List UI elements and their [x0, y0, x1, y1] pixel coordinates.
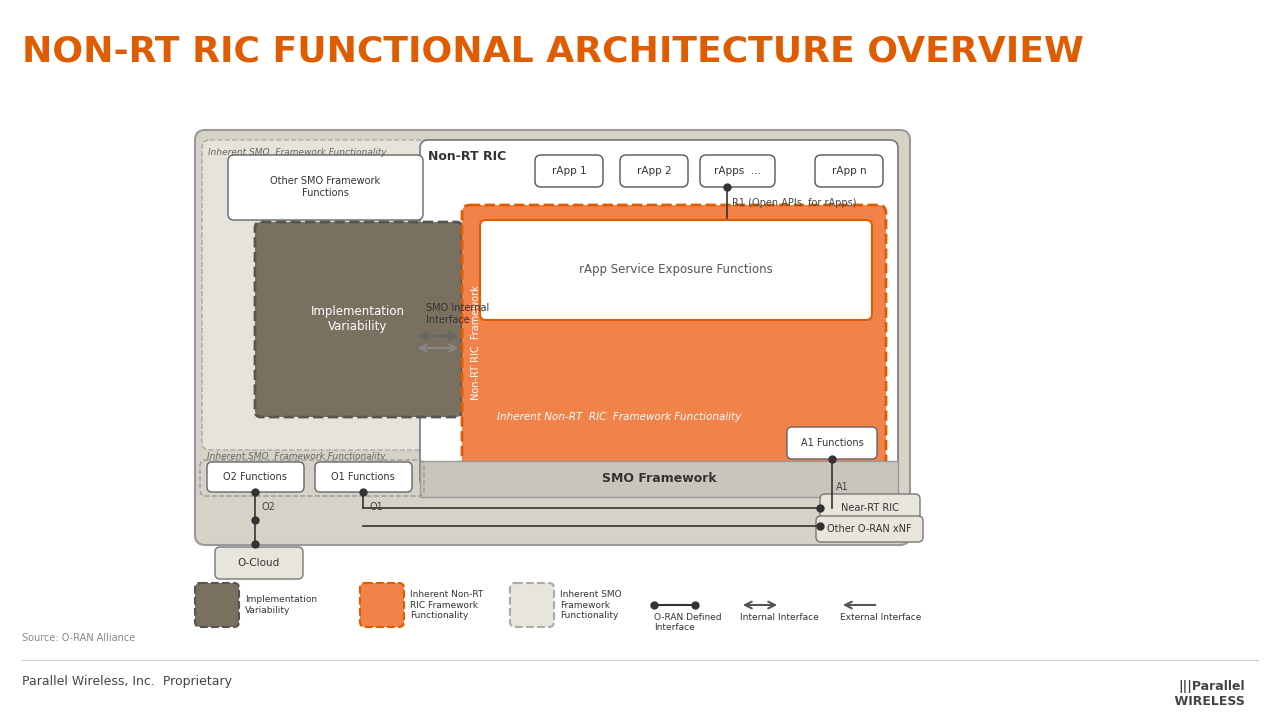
Text: O2 Functions: O2 Functions [223, 472, 287, 482]
Text: SMO Internal
Interface: SMO Internal Interface [426, 303, 489, 325]
Text: Inherent Non-RT  RIC  Framework Functionality: Inherent Non-RT RIC Framework Functional… [497, 412, 741, 422]
Text: O-RAN Defined
Interface: O-RAN Defined Interface [654, 613, 722, 632]
FancyBboxPatch shape [509, 583, 554, 627]
Text: Inherent Non-RT
RIC Framework
Functionality: Inherent Non-RT RIC Framework Functional… [410, 590, 484, 620]
Text: Other O-RAN xNF: Other O-RAN xNF [827, 524, 911, 534]
FancyBboxPatch shape [215, 547, 303, 579]
Text: O-Cloud: O-Cloud [238, 558, 280, 568]
FancyBboxPatch shape [787, 427, 877, 459]
Text: A1: A1 [836, 482, 849, 492]
Bar [420, 461, 899, 497]
Text: Inherent SMO
Framework
Functionality: Inherent SMO Framework Functionality [561, 590, 622, 620]
Text: Near-RT RIC: Near-RT RIC [841, 503, 899, 513]
Text: SMO Framework: SMO Framework [602, 472, 717, 485]
Text: Internal Interface: Internal Interface [740, 613, 819, 622]
Text: Inherent SMO  Framework Functionality: Inherent SMO Framework Functionality [207, 148, 387, 157]
FancyBboxPatch shape [820, 494, 920, 522]
FancyBboxPatch shape [255, 222, 462, 417]
Text: Inherent SMO  Framework Functionality: Inherent SMO Framework Functionality [207, 452, 385, 461]
Text: rApp n: rApp n [832, 166, 867, 176]
Text: Parallel Wireless, Inc.  Proprietary: Parallel Wireless, Inc. Proprietary [22, 675, 232, 688]
Text: Non-RT RIC: Non-RT RIC [428, 150, 507, 163]
Text: O1: O1 [369, 502, 383, 512]
Text: Source: O-RAN Alliance: Source: O-RAN Alliance [22, 633, 136, 643]
Text: rApp Service Exposure Functions: rApp Service Exposure Functions [579, 264, 773, 276]
Text: Implementation
Variability: Implementation Variability [244, 595, 317, 615]
FancyBboxPatch shape [480, 220, 872, 320]
FancyBboxPatch shape [462, 205, 886, 482]
Text: External Interface: External Interface [840, 613, 922, 622]
Text: O1 Functions: O1 Functions [332, 472, 394, 482]
FancyBboxPatch shape [535, 155, 603, 187]
Text: |||Parallel
    WIRELESS: |||Parallel WIRELESS [1157, 680, 1245, 708]
Text: O2: O2 [261, 502, 275, 512]
Text: rApp 2: rApp 2 [636, 166, 671, 176]
FancyBboxPatch shape [195, 130, 910, 545]
Text: Implementation
Variability: Implementation Variability [311, 305, 404, 333]
Text: rApp 1: rApp 1 [552, 166, 586, 176]
FancyBboxPatch shape [207, 462, 305, 492]
FancyBboxPatch shape [817, 516, 923, 542]
FancyBboxPatch shape [202, 140, 472, 450]
Text: R1 (Open APIs  for rApps): R1 (Open APIs for rApps) [732, 198, 856, 208]
Text: NON-RT RIC FUNCTIONAL ARCHITECTURE OVERVIEW: NON-RT RIC FUNCTIONAL ARCHITECTURE OVERV… [22, 35, 1084, 69]
FancyBboxPatch shape [360, 583, 404, 627]
FancyBboxPatch shape [228, 155, 422, 220]
FancyBboxPatch shape [620, 155, 689, 187]
FancyBboxPatch shape [420, 140, 899, 488]
FancyBboxPatch shape [700, 155, 774, 187]
Text: Other SMO Framework
Functions: Other SMO Framework Functions [270, 176, 380, 198]
Text: rApps  ...: rApps ... [713, 166, 760, 176]
Text: A1 Functions: A1 Functions [800, 438, 864, 448]
FancyBboxPatch shape [315, 462, 412, 492]
FancyBboxPatch shape [815, 155, 883, 187]
Text: Non-RT RIC  Framework: Non-RT RIC Framework [471, 286, 481, 400]
FancyBboxPatch shape [195, 583, 239, 627]
